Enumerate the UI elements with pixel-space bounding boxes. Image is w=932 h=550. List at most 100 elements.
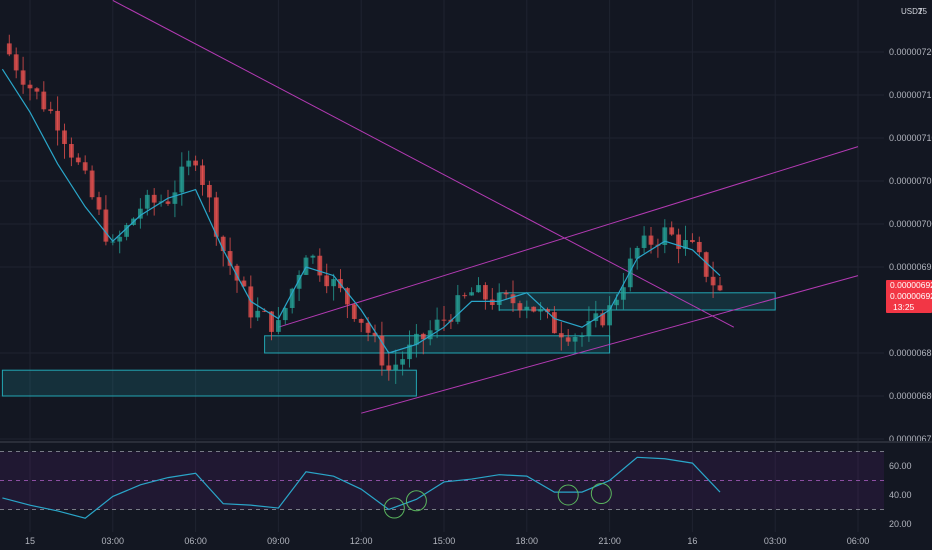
candle-body [690, 240, 695, 242]
candle-body [545, 309, 550, 313]
price-axis-ticks: 0.00000720 0.00000715 0.00000710 0.00000705… [889, 47, 932, 444]
candle-body [69, 144, 74, 158]
candle-body [27, 84, 33, 89]
candle-body [331, 279, 336, 287]
price-axis-panel[interactable] [884, 0, 932, 550]
price-tick-label: 0.00000700 [889, 219, 932, 229]
support-zones [1, 292, 776, 397]
oscillator-tick-label: 40.00 [889, 490, 912, 500]
oscillator-tick-label: 20.00 [889, 519, 912, 529]
candle-body [538, 309, 543, 312]
candle-body [193, 160, 198, 166]
candle-body [138, 208, 143, 219]
oscillator-circles [383, 483, 612, 519]
candle-body [462, 295, 468, 297]
candle-body [372, 332, 378, 336]
candle-body [117, 236, 123, 242]
candle-body [717, 285, 723, 291]
support-zone [1, 369, 417, 397]
candle-body [483, 285, 488, 300]
candle-body [41, 91, 47, 110]
candle-body [710, 276, 716, 286]
candle-body [476, 285, 481, 293]
candle-body [269, 311, 274, 332]
candle-body [420, 333, 426, 340]
price-tick-label: 0.00000680 [889, 391, 932, 401]
oscillator-circle-marker [405, 490, 427, 512]
candle-body [586, 321, 592, 336]
time-tick-label: 12:00 [350, 536, 373, 546]
candle-body [600, 313, 606, 326]
candle-body [641, 235, 647, 248]
candle-body [62, 130, 67, 145]
candle-body [296, 274, 302, 289]
candle-body [310, 255, 316, 258]
candle-body [200, 165, 205, 185]
candle-body [227, 251, 233, 266]
candle-body [558, 333, 564, 338]
candle-body [220, 236, 226, 252]
candle-body [55, 110, 60, 131]
time-tick-label: 06:00 [184, 536, 207, 546]
candle-body [351, 304, 357, 319]
oscillator-line [2, 456, 721, 519]
candle-body [234, 265, 240, 281]
candle-body [531, 306, 537, 312]
candle-body [427, 330, 433, 340]
candle-body [572, 336, 578, 342]
candle-body [324, 275, 330, 287]
candle-body [593, 313, 599, 322]
candle-body [434, 319, 440, 331]
candle-body [703, 252, 709, 277]
candle-body [614, 299, 619, 306]
candle-body [379, 335, 385, 366]
candle-body [48, 109, 54, 111]
candle-body [552, 312, 557, 334]
moving-average-line [1, 68, 721, 354]
last-price-label-1: 0.00000692 [890, 280, 932, 290]
candle-body [213, 197, 219, 237]
last-price-badge: 0.00000692 0.00000692 13:25 [886, 280, 932, 313]
candle-body [496, 292, 502, 305]
corner-label: 25 [918, 7, 927, 16]
candle-body [524, 306, 530, 311]
last-price-countdown: 13:25 [893, 302, 915, 312]
candle-body [255, 310, 261, 318]
oscillator-band-lines [0, 451, 884, 510]
candle-body [75, 157, 81, 163]
candle-body [393, 364, 399, 371]
candle-body [455, 295, 461, 322]
candle-body [124, 225, 129, 237]
candle-body [151, 194, 157, 203]
time-tick-label: 06:00 [847, 536, 870, 546]
price-tick-label: 0.00000705 [889, 176, 932, 186]
candle-body [669, 227, 675, 235]
candle-body [144, 194, 150, 209]
candle-body [207, 184, 212, 198]
candle-body [172, 192, 178, 204]
candle-body [282, 307, 288, 321]
candle-body [696, 241, 702, 253]
candle-body [186, 160, 192, 167]
time-axis-ticks: 15 03:00 06:00 09:00 12:00 15:00 18:00 21:00 16 0… [25, 536, 869, 546]
trendline [361, 275, 859, 414]
price-tick-label: 0.00000710 [889, 133, 932, 143]
candle-body [634, 247, 640, 259]
candle-body [489, 299, 495, 305]
candle-body [386, 365, 392, 371]
price-tick-label: 0.00000695 [889, 262, 932, 272]
candle-body [607, 305, 612, 326]
candle-body [621, 287, 626, 300]
candle-body [89, 170, 95, 198]
trendline [278, 146, 859, 328]
candle-body [276, 320, 281, 332]
currency-label[interactable]: USDT [901, 7, 923, 16]
candle-body [303, 257, 309, 275]
candle-body [683, 240, 688, 249]
candle-body [407, 344, 412, 360]
candle-body [262, 310, 267, 312]
oscillator-circle-marker [383, 497, 405, 519]
candle-body [34, 88, 40, 92]
